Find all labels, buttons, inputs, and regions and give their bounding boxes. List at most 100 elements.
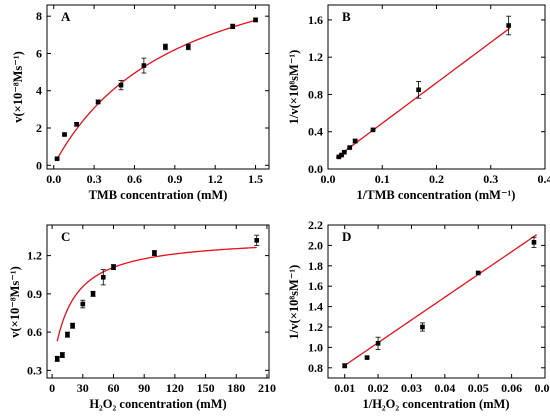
data-point — [370, 127, 376, 133]
panel-b: 0.0 0.1 0.2 0.3 0.4 0.0 0.4 0.8 1.2 1.6 B 1/TMB con… — [287, 4, 550, 202]
data-point — [152, 250, 157, 256]
data-point — [253, 17, 258, 23]
x-tick-label: 0.07 — [535, 381, 550, 395]
fit-line — [342, 234, 538, 368]
x-tick-label: 0.3 — [483, 172, 498, 186]
data-point — [185, 44, 191, 50]
x-tick-label: 60 — [107, 381, 119, 395]
y-tick-label: 0 — [36, 158, 42, 172]
x-tick-label: 90 — [138, 381, 150, 395]
y-tick-label: 0.0 — [308, 162, 323, 176]
x-tick-label: 150 — [197, 381, 215, 395]
data-point — [347, 145, 352, 150]
x-axis-label: 1/TMB concentration (mM⁻¹) — [357, 188, 516, 202]
data-point — [62, 132, 67, 137]
x-tick-label: 1.5 — [248, 172, 263, 186]
y-tick-label: 0.3 — [27, 363, 42, 377]
data-point — [416, 87, 421, 93]
data-point — [342, 363, 347, 369]
y-tick-label: 1.6 — [308, 279, 323, 293]
y-tick-label: 0.6 — [27, 325, 42, 339]
y-tick-label: 2 — [36, 121, 42, 135]
data-point — [60, 352, 65, 358]
x-tick-label: 0.0 — [46, 172, 61, 186]
x-tick-label: 120 — [166, 381, 184, 395]
x-axis-label: TMB concentration (mM) — [89, 188, 228, 202]
panel-a: 0.0 0.3 0.6 0.9 1.2 1.5 0 2 4 6 8 A TMB concentratio… — [11, 4, 270, 202]
y-tick-label: 6 — [36, 46, 42, 60]
data-point — [254, 238, 260, 243]
y-tick-label: 8 — [36, 9, 42, 23]
data-point — [339, 152, 344, 158]
y-axis-label: v(×10⁻⁸Ms⁻¹) — [11, 51, 25, 123]
plot-frame — [46, 224, 270, 379]
y-tick-label: 1.6 — [308, 13, 323, 27]
y-tick-label: 0.4 — [308, 125, 323, 139]
y-tick-label: 1.4 — [308, 300, 323, 314]
data-point — [531, 240, 537, 245]
data-point — [118, 82, 124, 88]
panel-letter: C — [61, 229, 70, 244]
y-tick-label: 0.9 — [27, 287, 42, 301]
panel-c: 0 30 60 90 120 150 180 210 0.3 0.6 0.9 1.2 C H₂O₂ con… — [8, 224, 276, 411]
data-point — [506, 23, 511, 28]
data-point — [95, 99, 101, 105]
x-tick-label: 0.4 — [538, 172, 550, 186]
y-tick-label: 1.2 — [308, 50, 323, 64]
x-axis-label: 1/H₂O₂ concentration (mM) — [362, 397, 509, 411]
data-point — [364, 355, 370, 360]
data-point — [141, 63, 147, 68]
data-point — [74, 121, 79, 127]
x-tick-label: 0.9 — [167, 172, 182, 186]
y-tick-label: 1.8 — [308, 259, 323, 273]
x-axis-label: H₂O₂ concentration (mM) — [89, 397, 226, 411]
plot-frame — [46, 4, 270, 170]
y-tick-label: 1.2 — [308, 320, 323, 334]
panel-letter: D — [342, 229, 351, 244]
y-tick-label: 4 — [36, 84, 42, 98]
x-tick-label: 0.0 — [321, 172, 336, 186]
data-point — [352, 138, 358, 144]
data-point — [100, 274, 106, 280]
x-tick-label: 0.04 — [434, 381, 455, 395]
data-point — [54, 156, 60, 162]
x-tick-label: 0.1 — [375, 172, 390, 186]
data-point — [90, 291, 96, 297]
fit-line — [335, 27, 511, 159]
data-point — [341, 149, 347, 155]
y-axis-label: 1/v(×10⁸sM⁻¹) — [287, 265, 301, 340]
y-tick-label: 1.2 — [27, 249, 42, 263]
data-point — [65, 332, 70, 337]
panel-letter: A — [61, 9, 71, 24]
x-tick-label: 0.01 — [334, 381, 355, 395]
y-tick-label: 1.0 — [308, 340, 323, 354]
y-tick-label: 0.8 — [308, 361, 323, 375]
x-tick-label: 180 — [227, 381, 245, 395]
x-tick-label: 0.03 — [401, 381, 422, 395]
x-tick-label: 210 — [258, 381, 276, 395]
plot-frame — [327, 224, 546, 379]
data-point — [70, 323, 75, 329]
panel-letter: B — [342, 9, 351, 24]
data-point — [54, 356, 60, 362]
y-axis-label: 1/v(×10⁸sM⁻¹) — [287, 50, 301, 125]
data-point — [420, 324, 425, 330]
data-point — [375, 341, 381, 346]
panel-d: 0.01 0.02 0.03 0.04 0.05 0.06 0.07 0.8 1.0 1.2 1.4… — [287, 218, 550, 411]
y-tick-label: 2.0 — [308, 238, 323, 252]
data-point — [111, 264, 116, 270]
fit-line — [55, 19, 256, 161]
y-tick-label: 0.8 — [308, 87, 323, 101]
x-tick-label: 0.2 — [429, 172, 444, 186]
data-point — [336, 154, 342, 160]
data-point — [475, 270, 481, 276]
x-tick-label: 0.05 — [468, 381, 489, 395]
x-tick-label: 0 — [49, 381, 55, 395]
x-tick-label: 1.2 — [208, 172, 223, 186]
data-point — [80, 301, 86, 307]
x-tick-label: 0.06 — [501, 381, 522, 395]
y-tick-label: 2.2 — [308, 218, 323, 232]
plot-frame — [327, 4, 546, 170]
y-axis-label: v(×10⁻⁸Ms⁻¹) — [8, 266, 22, 338]
